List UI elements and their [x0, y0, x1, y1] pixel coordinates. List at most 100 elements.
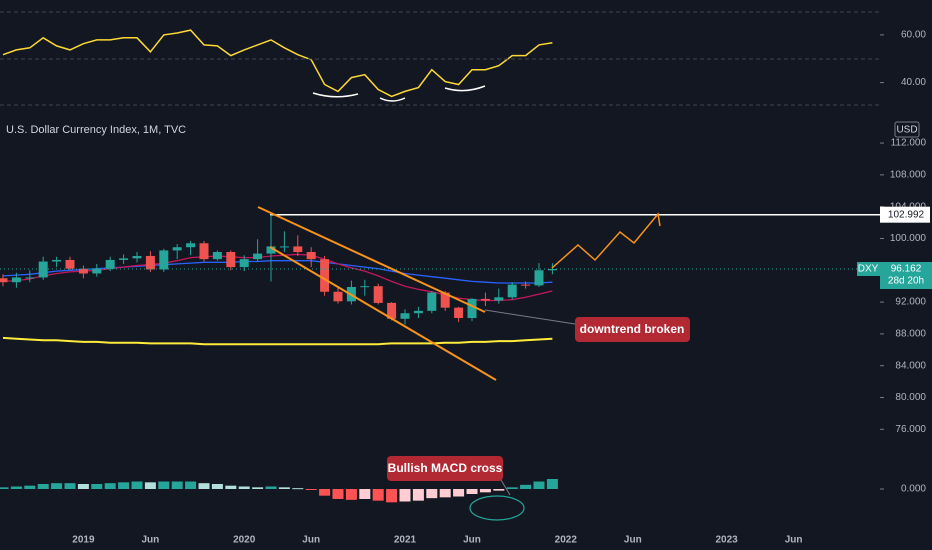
- candle-body: [373, 286, 383, 303]
- macd-bar: [225, 485, 237, 489]
- macd-bar: [171, 481, 183, 489]
- candle-body: [159, 250, 169, 270]
- macd-bar: [386, 489, 398, 503]
- macd-bar: [359, 489, 371, 499]
- y-tick-label: 0.000: [901, 484, 926, 495]
- macd-bar: [51, 483, 63, 489]
- macd-bar: [238, 486, 250, 489]
- projection: [551, 212, 661, 269]
- x-tick-label: 2020: [233, 535, 256, 546]
- currency-box: [894, 121, 920, 138]
- macd-highlight: [469, 495, 525, 521]
- candle-body: [172, 247, 182, 251]
- currency: USD: [896, 125, 917, 136]
- macd-bar: [77, 484, 89, 489]
- macd-bar: [546, 479, 558, 489]
- level-label: 102.992: [888, 209, 925, 220]
- macd-bar: [118, 482, 130, 489]
- macd-bar: [211, 484, 223, 489]
- candle-body: [38, 261, 48, 278]
- macd-bar: [144, 482, 156, 489]
- plot-layer: 112.000108.000104.000100.00096.00092.000…: [0, 29, 932, 546]
- countdown: 28d 20h: [888, 276, 924, 287]
- annotation-text: downtrend broken: [580, 322, 685, 336]
- candle-body: [25, 277, 35, 279]
- x-tick-label: Jun: [142, 535, 160, 546]
- macd-bar: [0, 487, 9, 489]
- y-tick-label: 88.000: [895, 329, 926, 340]
- price-box: [880, 262, 932, 290]
- symbol-box: [857, 262, 880, 277]
- annotation-text: Bullish MACD cross: [388, 461, 503, 475]
- candle-body: [65, 259, 75, 269]
- y-tick-label: 40.00: [901, 77, 926, 88]
- macd-bar: [37, 484, 49, 489]
- candle-body: [226, 252, 236, 268]
- macd-bar: [439, 489, 451, 498]
- price-label: 96.162: [891, 264, 922, 275]
- x-tick-label: Jun: [463, 535, 481, 546]
- x-tick-label: Jun: [785, 535, 803, 546]
- candle-body: [78, 268, 88, 274]
- candle-body: [427, 292, 437, 311]
- macd-bar: [466, 489, 478, 494]
- macd-bar: [131, 481, 143, 489]
- candle-body: [521, 284, 531, 286]
- macd-bar: [198, 483, 210, 489]
- candle-body: [212, 252, 222, 260]
- macd-bar: [10, 486, 22, 489]
- candle-body: [239, 259, 249, 268]
- candle-body: [279, 246, 289, 248]
- candle-body: [105, 259, 115, 269]
- macd-bar: [292, 488, 304, 490]
- annotation-box: [387, 456, 503, 481]
- candle-body: [333, 291, 343, 302]
- x-tick-label: 2023: [715, 535, 738, 546]
- x-tick-label: Jun: [302, 535, 320, 546]
- macd-bar: [453, 489, 465, 497]
- rsi-drawing: [312, 92, 359, 98]
- candle-body: [547, 269, 557, 271]
- macd-bar: [185, 481, 197, 489]
- macd-bar: [493, 489, 505, 491]
- macd-bar: [399, 489, 411, 502]
- x-tick-label: Jun: [624, 535, 642, 546]
- candle-body: [387, 302, 397, 319]
- macd-bar: [345, 489, 357, 500]
- candle-body: [494, 297, 504, 301]
- macd-bar: [520, 484, 532, 489]
- candle-body: [92, 268, 102, 274]
- candle-body: [467, 298, 477, 318]
- y-tick-label: 60.00: [901, 30, 926, 41]
- rsi-drawing: [379, 97, 406, 102]
- candle-body: [507, 284, 517, 298]
- rsi-drawing: [444, 85, 486, 92]
- annotation-box: [575, 317, 690, 342]
- candle-body: [360, 286, 370, 288]
- rsi-line: [2, 29, 553, 98]
- macd-bar: [372, 489, 384, 501]
- y-tick-label: 76.000: [895, 424, 926, 435]
- macd-bar: [332, 489, 344, 499]
- candle-body: [266, 246, 276, 254]
- y-tick-label: 108.000: [890, 170, 927, 181]
- macd-bar: [24, 485, 36, 489]
- y-tick-label: 112.000: [891, 138, 927, 149]
- macd-bar: [158, 481, 170, 489]
- macd-bar: [91, 484, 103, 489]
- channel-line: [269, 246, 497, 381]
- candle-body: [11, 277, 21, 283]
- candle-body: [480, 298, 490, 301]
- macd-bar: [412, 489, 424, 501]
- candle-body: [534, 270, 544, 286]
- annotation-pointer: [484, 309, 576, 325]
- candle-body: [293, 246, 303, 252]
- candle-body: [186, 243, 196, 248]
- macd-bar: [533, 481, 545, 489]
- candle-body: [52, 259, 62, 262]
- candle-body: [119, 258, 129, 260]
- candle-body: [454, 307, 464, 318]
- chart-title: U.S. Dollar Currency Index, 1M, TVC: [6, 124, 186, 136]
- macd-bar: [252, 487, 264, 489]
